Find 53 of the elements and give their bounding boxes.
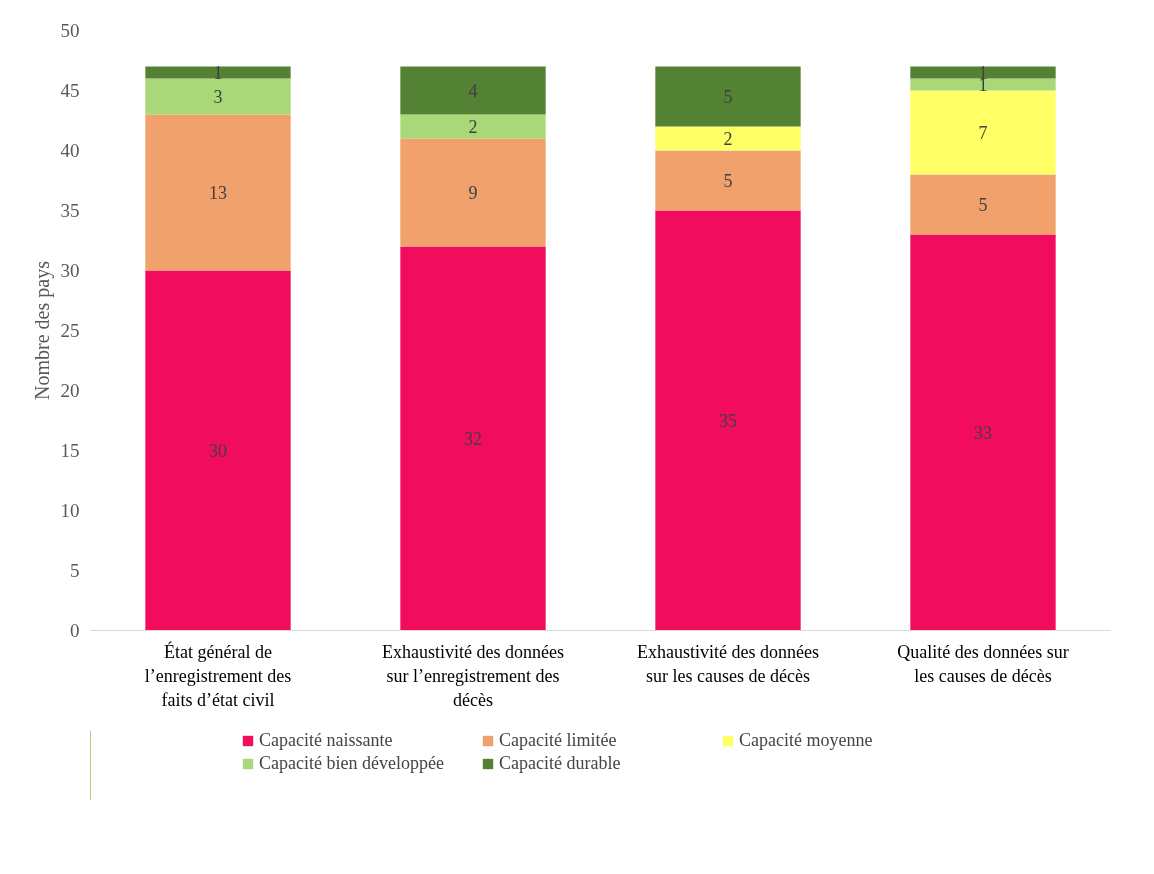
- y-tick-label: 50: [60, 20, 80, 41]
- data-label: 35: [719, 411, 737, 431]
- data-label: 4: [468, 81, 478, 101]
- bar: [655, 66, 801, 127]
- bar: [910, 78, 1056, 91]
- bar: [910, 90, 1056, 175]
- y-tick-label: 5: [70, 560, 80, 581]
- data-label: 13: [209, 183, 227, 203]
- legend-label: Capacité limitée: [499, 730, 618, 751]
- data-label: 32: [464, 429, 482, 449]
- bar: [145, 114, 291, 271]
- x-tick-label: Exhaustivité des données sur l’enregistrement des décès: [382, 641, 564, 710]
- data-label: 9: [468, 183, 478, 203]
- data-label: 33: [974, 423, 992, 443]
- bar: [400, 66, 546, 115]
- data-label: 30: [209, 441, 227, 461]
- bar: [655, 210, 801, 631]
- legend-label: Capacité naissante: [259, 730, 394, 751]
- bar: [145, 78, 291, 115]
- data-label: 2: [468, 117, 478, 137]
- bar: [400, 138, 546, 247]
- bar: [655, 150, 801, 211]
- y-tick-label: 30: [60, 260, 80, 281]
- bar: [400, 246, 546, 631]
- y-tick-label: 20: [60, 380, 80, 401]
- data-label: 5: [723, 87, 733, 107]
- bar: [910, 234, 1056, 631]
- y-tick-label: 15: [60, 440, 80, 461]
- bar: [145, 270, 291, 631]
- legend-label: Capacité durable: [499, 753, 622, 774]
- y-tick-label: 25: [60, 320, 80, 341]
- legend-label: Capacité bien développée: [259, 753, 445, 774]
- data-label: 2: [723, 129, 733, 149]
- y-tick-label: 40: [60, 140, 80, 161]
- y-tick-label: 0: [70, 620, 80, 641]
- bar: [145, 66, 291, 79]
- data-label: 5: [978, 195, 988, 215]
- data-label: 1: [213, 63, 223, 83]
- bar: [910, 66, 1056, 79]
- data-label: 3: [213, 87, 223, 107]
- y-tick-label: 45: [60, 80, 80, 101]
- data-label: 5: [723, 171, 733, 191]
- bar: [910, 174, 1056, 235]
- x-tick-label: État général de l’enregistrement des faits d’état civil: [144, 640, 292, 710]
- x-tick-label: Qualité des données sur les causes de décès: [897, 641, 1069, 686]
- data-label: 7: [978, 123, 988, 143]
- y-tick-label: 35: [60, 200, 80, 221]
- bar: [655, 126, 801, 151]
- x-tick-label: Exhaustivité des données sur les causes de décès: [637, 641, 819, 686]
- legend-label: Capacité moyenne: [739, 730, 874, 751]
- bar: [400, 114, 546, 139]
- y-tick-label: 10: [60, 500, 80, 521]
- y-axis-title: Nombre des pays: [30, 260, 54, 400]
